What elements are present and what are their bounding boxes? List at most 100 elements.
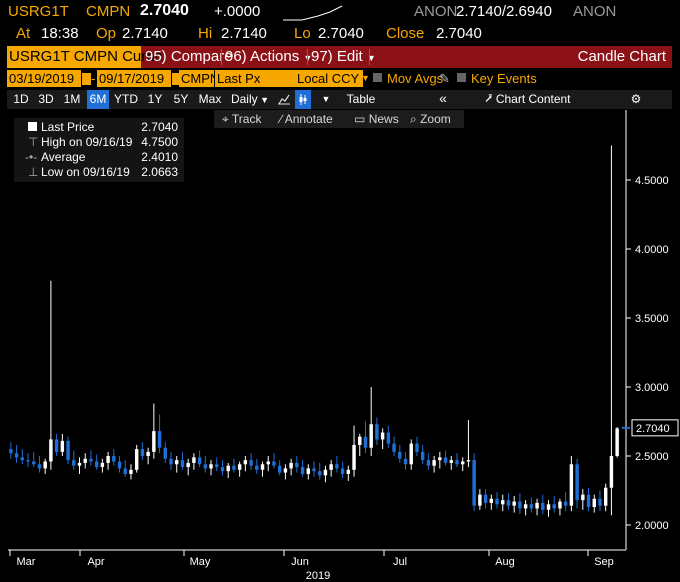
price-field-select[interactable]: Last Px bbox=[215, 70, 295, 87]
line-chart-icon[interactable] bbox=[275, 90, 293, 109]
last-price: 2.7040 bbox=[140, 2, 189, 19]
chart-content-button[interactable]: ⭷ Chart Content bbox=[485, 90, 597, 109]
ticker-label: USRG1T bbox=[8, 3, 69, 20]
range-5y[interactable]: 5Y bbox=[173, 92, 189, 106]
collapse-left-icon[interactable]: « bbox=[439, 90, 447, 106]
candle-body bbox=[512, 501, 516, 506]
legend-low-value: 2.0663 bbox=[141, 165, 178, 179]
candle-body bbox=[506, 500, 511, 506]
chart-legend: Last Price 2.7040 ⊤ High on 09/16/19 4.7… bbox=[14, 118, 184, 182]
candle-body bbox=[203, 464, 208, 469]
candle-body bbox=[140, 449, 145, 456]
chevron-down-icon[interactable]: ▼ bbox=[361, 73, 370, 83]
candle-body bbox=[546, 504, 551, 510]
range-1d[interactable]: 1D bbox=[13, 92, 29, 106]
candle-body bbox=[129, 469, 133, 474]
candle-body bbox=[569, 464, 574, 506]
track-label: Track bbox=[231, 112, 262, 126]
range-ytd[interactable]: YTD bbox=[114, 92, 138, 106]
legend-swatch-last bbox=[28, 122, 37, 131]
candle-body bbox=[249, 460, 253, 466]
candle-body bbox=[558, 501, 562, 509]
candle-body bbox=[575, 464, 579, 501]
close-label: Close bbox=[386, 25, 425, 42]
source-field[interactable]: CMPN bbox=[179, 70, 214, 87]
last-price-marker-group: 2.7040 bbox=[622, 419, 679, 437]
edit-menu-button[interactable]: 97) Edit ▼ bbox=[311, 46, 376, 68]
candle-body bbox=[460, 461, 465, 465]
candle-body bbox=[152, 431, 156, 452]
table-button[interactable]: Table bbox=[346, 92, 376, 106]
annotate-label: Annotate bbox=[284, 112, 333, 126]
candle-body bbox=[117, 461, 122, 469]
end-date-field[interactable]: 09/17/2019 bbox=[97, 70, 171, 87]
chevron-down-icon: ▼ bbox=[257, 95, 270, 105]
candle-body bbox=[300, 467, 305, 474]
news-button[interactable]: ▭ News bbox=[354, 110, 399, 128]
chart-type-title: Candle Chart bbox=[577, 48, 666, 65]
candle-body bbox=[72, 460, 76, 466]
legend-low-label: Low on 09/16/19 bbox=[41, 165, 130, 179]
range-max[interactable]: Max bbox=[198, 92, 222, 106]
candle-body bbox=[14, 453, 19, 458]
average-marker-icon: -•- bbox=[25, 150, 38, 164]
legend-average-value: 2.4010 bbox=[141, 150, 178, 164]
range-6m[interactable]: 6M bbox=[87, 90, 109, 109]
y-tick-label: 2.0000 bbox=[635, 520, 669, 532]
gear-icon[interactable]: ⚙ bbox=[630, 92, 642, 106]
chevron-down-icon: ▼ bbox=[366, 53, 376, 63]
compare-button[interactable]: 95) Compare bbox=[145, 48, 233, 65]
y-tick-label: 4.0000 bbox=[635, 244, 669, 256]
candle-body bbox=[54, 439, 59, 452]
crosshair-icon: ⌖ bbox=[222, 112, 229, 126]
mov-avgs-checkbox[interactable] bbox=[373, 73, 382, 82]
track-button[interactable]: ⌖ Track bbox=[222, 110, 261, 128]
security-field[interactable]: USRG1T CMPN Curnc bbox=[7, 46, 162, 68]
pencil-icon[interactable]: ✎ bbox=[439, 71, 450, 86]
change-value: +.0000 bbox=[214, 3, 261, 20]
candle-body bbox=[586, 494, 591, 508]
candle-body bbox=[26, 460, 30, 462]
candle-body bbox=[403, 458, 408, 465]
zoom-button[interactable]: ⌕ Zoom bbox=[410, 110, 451, 128]
bid-ask-value: 2.7140/2.6940 bbox=[456, 3, 552, 20]
candle-body bbox=[392, 443, 396, 452]
command-bar: USRG1T CMPN Curnc 95) Compare 96) Action… bbox=[7, 46, 672, 68]
candle-body bbox=[9, 449, 13, 454]
currency-select[interactable]: Local CCY bbox=[295, 70, 363, 87]
candle-body bbox=[157, 431, 162, 448]
candle-body bbox=[134, 449, 139, 470]
key-events-checkbox[interactable] bbox=[457, 73, 466, 82]
x-year-label: 2019 bbox=[306, 570, 330, 582]
candle-body bbox=[323, 469, 328, 476]
candle-body bbox=[260, 464, 265, 470]
candle-body bbox=[340, 468, 345, 474]
chevron-down-icon[interactable]: ▼ bbox=[321, 94, 331, 104]
candle-body bbox=[518, 501, 522, 509]
calendar-icon[interactable] bbox=[81, 72, 92, 86]
range-1y[interactable]: 1Y bbox=[147, 92, 163, 106]
candle-body bbox=[89, 458, 93, 462]
candle-body bbox=[197, 457, 202, 465]
news-label: News bbox=[368, 112, 399, 126]
candle-body bbox=[489, 498, 494, 503]
candle-body bbox=[501, 500, 505, 505]
candle-body bbox=[592, 498, 596, 508]
candle-chart-icon[interactable] bbox=[295, 90, 311, 109]
candle-body bbox=[100, 462, 105, 468]
annotate-button[interactable]: ∕ Annotate bbox=[280, 110, 333, 128]
candle-body bbox=[358, 436, 362, 445]
range-3d[interactable]: 3D bbox=[38, 92, 54, 106]
legend-last-label: Last Price bbox=[41, 120, 95, 134]
candle-body bbox=[49, 439, 53, 462]
candle-body bbox=[346, 469, 351, 474]
candle-body bbox=[581, 494, 585, 501]
price-chart[interactable]: 2.0000 2.5000 3.0000 3.5000 4.0000 4.5000 Mar… bbox=[0, 110, 680, 582]
range-1m[interactable]: 1M bbox=[63, 92, 81, 106]
period-select[interactable]: Daily ▼ bbox=[227, 90, 273, 109]
start-date-field[interactable]: 03/19/2019 bbox=[7, 70, 81, 87]
candle-body bbox=[335, 464, 339, 469]
chart-content-icon: ⭷ bbox=[485, 92, 493, 106]
actions-menu-button[interactable]: 96) Actions ▼ bbox=[225, 46, 312, 68]
bid-source-label: ANON bbox=[414, 3, 458, 20]
